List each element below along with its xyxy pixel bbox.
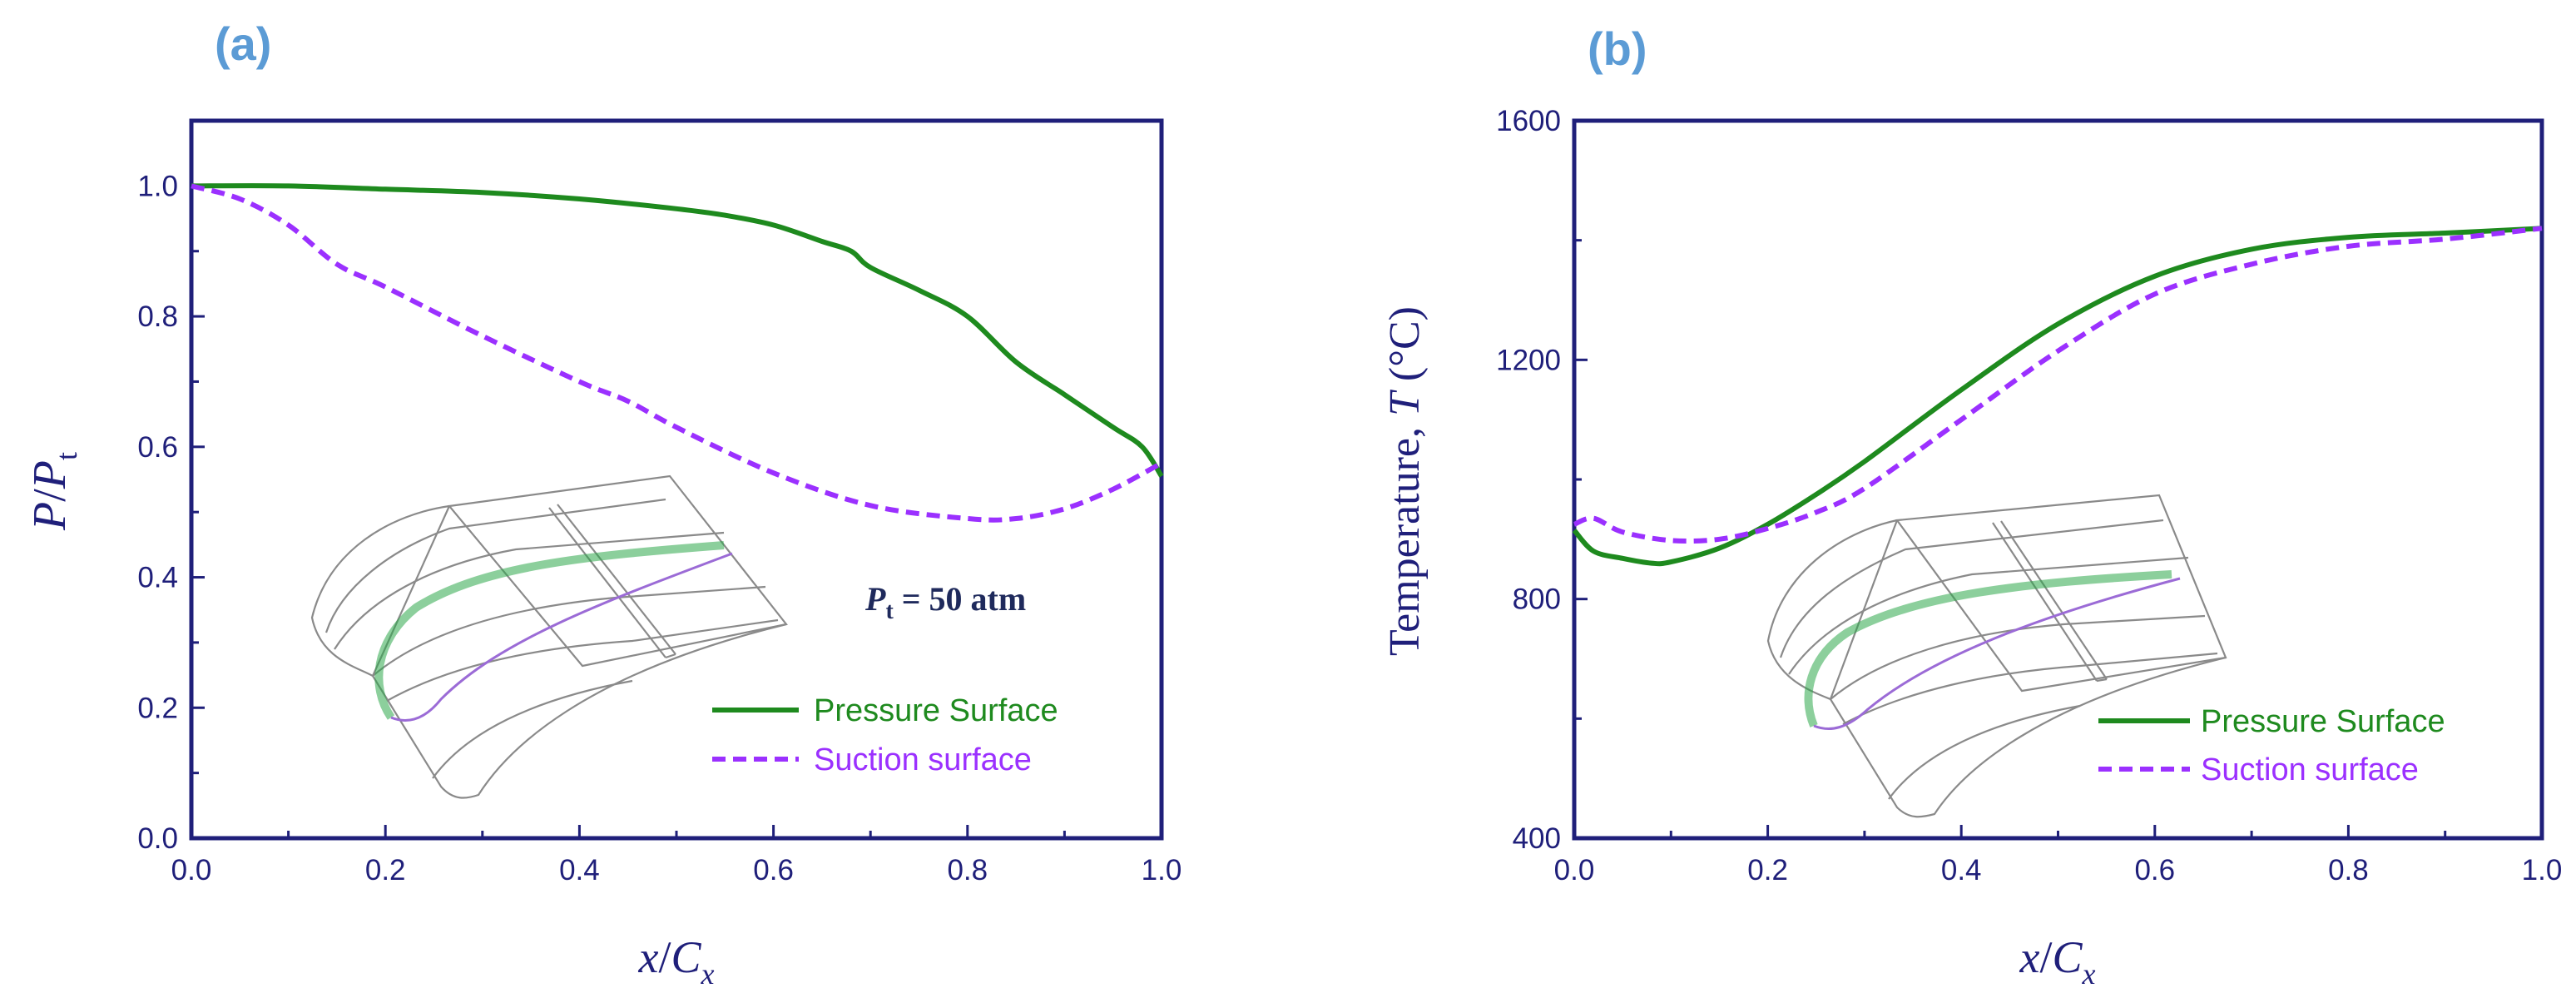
panel-b-letter: (b) — [1588, 22, 1647, 75]
panel-a-y-label: P/Pt — [24, 452, 83, 531]
x-tick-label: 0.0 — [171, 854, 212, 886]
x-tick-label: 0.4 — [559, 854, 600, 886]
panel-a: (a) 0.0 0.2 0.4 0.6 0.8 1.0 0.0 0.2 0.4 0.6 0.8 1.… — [24, 17, 1181, 991]
panel-a-x-label: x/Cx — [638, 932, 715, 991]
x-tick-label: 1.0 — [2522, 854, 2563, 886]
x-tick-label: 0.2 — [365, 854, 406, 886]
panel-a-legend-pressure-label: Pressure Surface — [814, 693, 1058, 728]
y-tick-label: 0.6 — [137, 431, 178, 464]
panel-b-series-suction-surface — [1573, 226, 2543, 544]
x-tick-label: 0.6 — [2134, 854, 2175, 886]
panel-a-legend-suction-label: Suction surface — [814, 742, 1032, 777]
x-tick-label: 0.8 — [2328, 854, 2369, 886]
panel-b-series — [1572, 226, 2543, 567]
panel-a-series — [191, 183, 1164, 523]
y-tick-label: 1200 — [1496, 344, 1561, 376]
y-tick-label: 0.2 — [137, 692, 178, 724]
panel-b-x-ticks: 0.0 0.2 0.4 0.6 0.8 1.0 — [1554, 825, 2563, 886]
y-tick-label: 400 — [1513, 822, 1561, 855]
x-tick-label: 0.6 — [753, 854, 794, 886]
panel-b: (b) 0.0 0.2 0.4 0.6 0.8 1.0 400 800 1200 1600 Pr… — [1381, 22, 2562, 991]
panel-b-inset-suction-streak — [1813, 577, 2181, 730]
panel-a-y-ticks: 0.0 0.2 0.4 0.6 0.8 1.0 — [137, 170, 205, 855]
x-tick-label: 0.8 — [947, 854, 988, 886]
panel-b-series-pressure-surface — [1572, 226, 2543, 567]
panel-b-y-ticks: 400 800 1200 1600 — [1496, 105, 1588, 855]
y-tick-label: 800 — [1513, 583, 1561, 616]
panel-a-x-ticks: 0.0 0.2 0.4 0.6 0.8 1.0 — [171, 825, 1182, 886]
panel-b-y-label: Temperature, T (°C) — [1381, 306, 1429, 656]
panel-a-plot-frame — [189, 118, 1164, 841]
panel-a-inset-suction-streak — [390, 552, 733, 722]
panel-a-inset-pressure-streak — [374, 541, 725, 720]
panel-b-inset-pressure-streak — [1804, 570, 2172, 727]
panel-a-series-suction-surface — [191, 183, 1163, 523]
x-tick-label: 0.2 — [1747, 854, 1788, 886]
panel-a-inset-blade-sketch — [310, 474, 788, 799]
panel-a-letter: (a) — [215, 17, 271, 70]
x-tick-label: 0.0 — [1554, 854, 1595, 886]
panel-b-x-label: x/Cx — [2019, 932, 2096, 991]
panel-a-annotation: Pt = 50 atm — [864, 580, 1026, 624]
y-tick-label: 1600 — [1496, 105, 1561, 137]
y-tick-label: 1.0 — [137, 170, 178, 202]
y-tick-label: 0.4 — [137, 562, 178, 594]
panel-b-inset-blade-sketch — [1766, 494, 2227, 818]
y-tick-label: 0.0 — [137, 822, 178, 855]
panel-a-series-pressure-surface — [191, 183, 1164, 478]
panel-b-legend-suction-label: Suction surface — [2201, 752, 2419, 787]
x-tick-label: 0.4 — [1941, 854, 1982, 886]
y-tick-label: 0.8 — [137, 300, 178, 333]
panel-b-legend-pressure-label: Pressure Surface — [2201, 704, 2445, 739]
x-tick-label: 1.0 — [1142, 854, 1182, 886]
